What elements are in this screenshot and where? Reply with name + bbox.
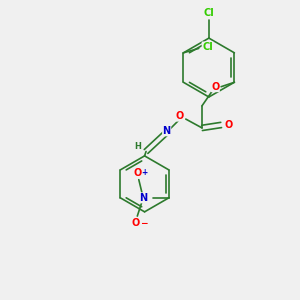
Text: O: O <box>132 218 140 229</box>
Text: Cl: Cl <box>202 42 213 52</box>
Text: +: + <box>142 168 148 177</box>
Text: −: − <box>140 219 148 228</box>
Text: N: N <box>163 126 171 136</box>
Text: O: O <box>211 82 219 92</box>
Text: N: N <box>139 193 147 203</box>
Text: O: O <box>176 111 184 121</box>
Text: O: O <box>224 120 232 130</box>
Text: H: H <box>134 142 141 151</box>
Text: O: O <box>133 168 141 178</box>
Text: Cl: Cl <box>203 8 214 18</box>
